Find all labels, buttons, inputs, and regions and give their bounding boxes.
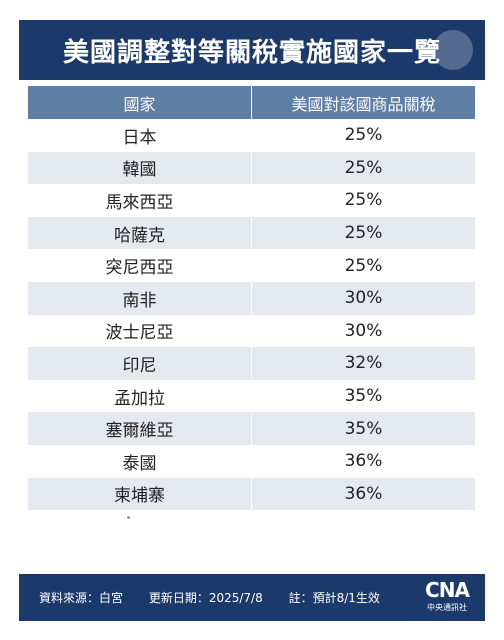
tariff-cell: 25% — [251, 216, 475, 250]
cna-logo: CNA 中央通訊社 — [421, 578, 473, 618]
table-row: 孟加拉 35% — [28, 379, 475, 413]
effective-note: 註：預計8/1生效 — [288, 591, 380, 605]
tariff-cell: 36% — [251, 477, 475, 511]
table-row: 韓國 25% — [28, 151, 475, 185]
country-cell: 柬埔寨 — [28, 477, 252, 511]
table-row: 哈薩克 25% — [28, 216, 475, 250]
header-tariff: 美國對該國商品關稅 — [251, 86, 475, 119]
page-title: 美國調整對等關稅實施國家一覽 — [62, 37, 441, 68]
header-country: 國家 — [28, 86, 252, 119]
table-row: 南非 30% — [28, 281, 475, 315]
tariff-cell: 25% — [251, 151, 475, 185]
country-cell: 馬來西亞 — [28, 184, 252, 217]
tariff-cell: 35% — [344, 386, 383, 407]
table-row: 泰國 36% — [28, 444, 475, 478]
tariff-cell: 35% — [251, 412, 475, 445]
stray-dot — [127, 516, 130, 519]
tariff-table: 國家 美國對該國商品關稅 日本 25% 韓國 25% 馬來西亞 25% 哈薩克 25% … — [28, 86, 475, 511]
tariff-cell: 32% — [251, 347, 475, 380]
table-row: 柬埔寨 36% — [28, 477, 475, 511]
tariff-cell: 25% — [344, 190, 383, 211]
tariff-cell: 30% — [251, 281, 475, 315]
table-row: 日本 25% — [28, 119, 475, 152]
country-cell: 日本 — [28, 119, 252, 152]
source-note: 資料來源：白宮 — [39, 591, 124, 605]
country-cell: 印尼 — [28, 347, 252, 380]
decorative-circle-icon — [433, 30, 473, 70]
footer-bar: 資料來源：白宮 更新日期：2025/7/8 註：預計8/1生效 CNA 中央通訊… — [19, 574, 485, 621]
table-row: 塞爾維亞 35% — [28, 412, 475, 445]
country-cell: 泰國 — [28, 444, 252, 478]
logo-name: 中央通訊社 — [427, 603, 467, 612]
country-cell: 突尼西亞 — [28, 249, 252, 282]
table-row: 波士尼亞 30% — [28, 314, 475, 348]
table-header-row: 國家 美國對該國商品關稅 — [28, 86, 475, 119]
country-cell: 南非 — [28, 281, 252, 315]
footer-text: 資料來源：白宮 更新日期：2025/7/8 註：預計8/1生效 — [39, 589, 402, 606]
tariff-cell: 30% — [344, 320, 383, 341]
table-row: 印尼 32% — [28, 347, 475, 380]
title-banner: 美國調整對等關稅實施國家一覽 — [19, 20, 485, 80]
tariff-cell: 25% — [344, 125, 383, 146]
country-cell: 韓國 — [28, 151, 252, 185]
country-cell: 孟加拉 — [28, 379, 252, 413]
country-cell: 波士尼亞 — [28, 314, 252, 348]
table-row: 突尼西亞 25% — [28, 249, 475, 282]
tariff-cell: 36% — [344, 451, 383, 472]
country-cell: 哈薩克 — [28, 216, 252, 250]
update-date: 更新日期：2025/7/8 — [148, 591, 263, 605]
logo-mark: CNA — [425, 578, 470, 602]
tariff-cell: 25% — [344, 255, 383, 276]
country-cell: 塞爾維亞 — [28, 412, 252, 445]
table-row: 馬來西亞 25% — [28, 184, 475, 217]
